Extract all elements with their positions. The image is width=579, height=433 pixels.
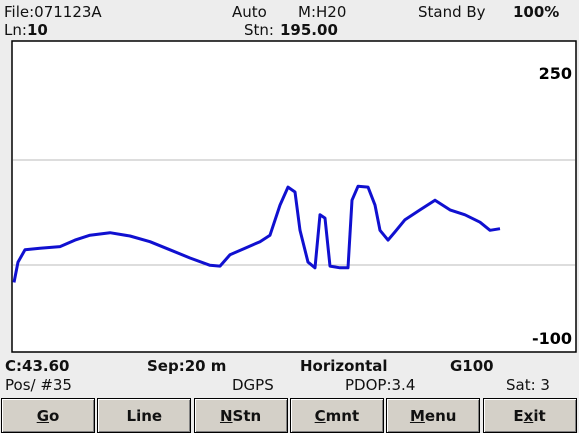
- c-value: C:43.60: [5, 357, 70, 375]
- button-label: Menu: [409, 406, 457, 425]
- battery: 100%: [513, 3, 560, 21]
- file: File:071123A: [4, 3, 102, 21]
- meter: M:H20: [298, 3, 347, 21]
- mode: Auto: [232, 3, 267, 21]
- pos: Pos/ #35: [5, 376, 72, 394]
- plot-area: [11, 40, 577, 353]
- button-label: Exit: [513, 406, 546, 425]
- button-label: Line: [126, 406, 163, 425]
- orientation: Horizontal: [300, 357, 388, 375]
- sat: Sat: 3: [506, 376, 550, 394]
- button[interactable]: Line: [97, 398, 192, 433]
- gain: G100: [450, 357, 494, 375]
- line-label: Ln:: [4, 21, 27, 39]
- button-label: NStn: [219, 406, 262, 425]
- button[interactable]: Menu: [386, 398, 481, 433]
- button-label: Cmnt: [314, 406, 360, 425]
- stn: 195.00: [280, 21, 338, 39]
- button[interactable]: Go: [1, 398, 95, 433]
- button-label: Go: [36, 406, 60, 425]
- button[interactable]: Exit: [482, 398, 577, 433]
- status: Stand By: [418, 3, 486, 21]
- button[interactable]: NStn: [193, 398, 288, 433]
- y-tick-label: -100: [532, 329, 572, 348]
- sep: Sep:20 m: [147, 357, 227, 375]
- button[interactable]: Cmnt: [289, 398, 384, 433]
- gps: DGPS: [232, 376, 274, 394]
- data-line: [12, 184, 501, 283]
- y-tick-label: 250: [539, 64, 572, 83]
- line: 10: [27, 21, 48, 39]
- pdop: PDOP:3.4: [345, 376, 416, 394]
- stn-label: Stn:: [244, 21, 274, 39]
